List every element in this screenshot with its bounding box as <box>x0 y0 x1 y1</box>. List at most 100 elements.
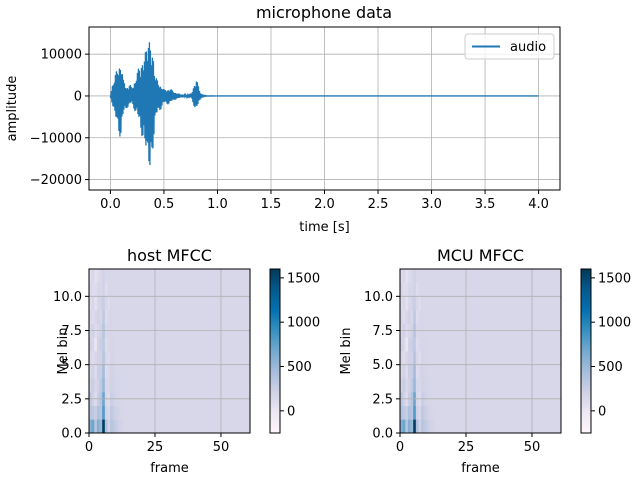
heatmap-cell <box>421 310 425 324</box>
heatmap-cell <box>413 419 417 434</box>
heatmap-cell <box>402 351 406 365</box>
heatmap-cell <box>104 269 108 283</box>
heatmap-cell <box>104 296 108 311</box>
colorbar-tick-label: 1500 <box>598 271 631 286</box>
legend-box <box>464 33 555 60</box>
heatmap-cell <box>96 419 100 434</box>
heatmap-cell <box>99 269 103 283</box>
heatmap-cell <box>426 310 430 324</box>
heatmap-cell <box>120 296 124 311</box>
colorbar-tick-label: 0 <box>598 404 606 419</box>
heatmap-cell <box>418 364 422 379</box>
heatmap-cell <box>118 351 121 365</box>
heatmap-cell <box>89 269 92 283</box>
heatmap-cell <box>431 378 435 393</box>
heatmap-cell <box>429 364 432 379</box>
heatmap-cell <box>91 419 95 434</box>
heatmap-cell <box>120 310 124 324</box>
colorbar-bar <box>269 268 281 434</box>
heatmap-cell <box>423 405 427 420</box>
heatmap-cell <box>402 296 406 311</box>
heatmap-cell <box>107 296 111 311</box>
heatmap-cell <box>120 405 124 420</box>
host-mfcc-colorbar: 0 500 1000 1500 <box>269 268 320 434</box>
heatmap-cell <box>104 378 108 393</box>
heatmap-cell <box>104 351 108 365</box>
heatmap-cell <box>429 419 432 434</box>
heatmap-cell <box>418 419 422 434</box>
heatmap-cell <box>99 405 103 420</box>
heatmap-cell <box>413 378 417 393</box>
heatmap-cell <box>405 269 409 283</box>
heatmap-cell <box>421 378 425 393</box>
heatmap-cell <box>91 405 95 420</box>
heatmap-cell <box>94 310 98 324</box>
heatmap-cell <box>429 337 432 352</box>
heatmap-cell <box>418 296 422 311</box>
y-tick-label: 2.5 <box>61 392 82 407</box>
heatmap-cell <box>421 282 425 297</box>
mcu-mfcc-plot: MCU MFCC 0 25 50 0.0 2.5 5.0 7.5 10.0 frame Mel… <box>339 246 631 476</box>
heatmap-cell <box>410 269 414 283</box>
heatmap-cell <box>120 282 124 297</box>
heatmap-cell <box>402 337 406 352</box>
heatmap-cell <box>115 296 119 311</box>
heatmap-cell <box>96 378 100 393</box>
heatmap-cell <box>423 351 427 365</box>
y-tick-label: −10000 <box>30 131 82 146</box>
heatmap-cell <box>421 337 425 352</box>
heatmap-cell <box>421 269 425 283</box>
heatmap-cell <box>405 282 409 297</box>
heatmap-cell <box>418 310 422 324</box>
heatmap-cell <box>418 351 422 365</box>
heatmap-cell <box>99 351 103 365</box>
heatmap-cell <box>410 282 414 297</box>
x-tick-label: 25 <box>147 440 164 455</box>
heatmap-cell <box>410 419 414 434</box>
host-mfcc-title: host MFCC <box>127 246 212 265</box>
heatmap-cell <box>405 296 409 311</box>
heatmap-cell <box>102 337 106 352</box>
colorbar-bar <box>580 268 592 434</box>
waveform-plot: microphone data 0.0 0.5 1.0 1.5 2.0 2.5 3.0 3.5… <box>5 3 561 235</box>
mcu-mfcc-ticks: 0 25 50 0.0 2.5 5.0 7.5 10.0 <box>364 290 540 455</box>
y-tick-label: 2.5 <box>372 392 393 407</box>
heatmap-cell <box>96 351 100 365</box>
heatmap-cell <box>96 337 100 352</box>
heatmap-cell <box>418 405 422 420</box>
y-tick-label: 7.5 <box>61 324 82 339</box>
x-tick-label: 25 <box>458 440 475 455</box>
host-mfcc-ticks: 0 25 50 0.0 2.5 5.0 7.5 10.0 <box>53 290 229 455</box>
host-mfcc-ylabel: Mel bin <box>56 327 71 374</box>
heatmap-cell <box>112 337 116 352</box>
heatmap-cell <box>423 310 427 324</box>
heatmap-cell <box>94 419 98 434</box>
heatmap-cell <box>102 405 106 420</box>
colorbar-tick-label: 500 <box>287 360 312 375</box>
heatmap-cell <box>400 310 403 324</box>
heatmap-cell <box>431 269 435 283</box>
heatmap-cell <box>415 405 419 420</box>
heatmap-cell <box>429 378 432 393</box>
heatmap-cell <box>99 419 103 434</box>
heatmap-cell <box>115 378 119 393</box>
heatmap-cell <box>413 337 417 352</box>
heatmap-cell <box>102 296 106 311</box>
x-tick-label: 2.0 <box>314 197 335 212</box>
heatmap-cell <box>110 405 114 420</box>
x-tick-label: 0 <box>396 440 404 455</box>
heatmap-cell <box>402 282 406 297</box>
heatmap-cell <box>415 269 419 283</box>
heatmap-cell <box>120 351 124 365</box>
heatmap-cell <box>99 378 103 393</box>
heatmap-cell <box>112 310 116 324</box>
heatmap-cell <box>118 419 121 434</box>
heatmap-cell <box>102 419 106 434</box>
heatmap-cell <box>118 282 121 297</box>
x-tick-label: 1.5 <box>261 197 282 212</box>
mcu-mfcc-ylabel: Mel bin <box>339 327 354 374</box>
heatmap-cell <box>431 405 435 420</box>
heatmap-cell <box>112 378 116 393</box>
heatmap-cell <box>405 337 409 352</box>
heatmap-cell <box>407 269 411 283</box>
